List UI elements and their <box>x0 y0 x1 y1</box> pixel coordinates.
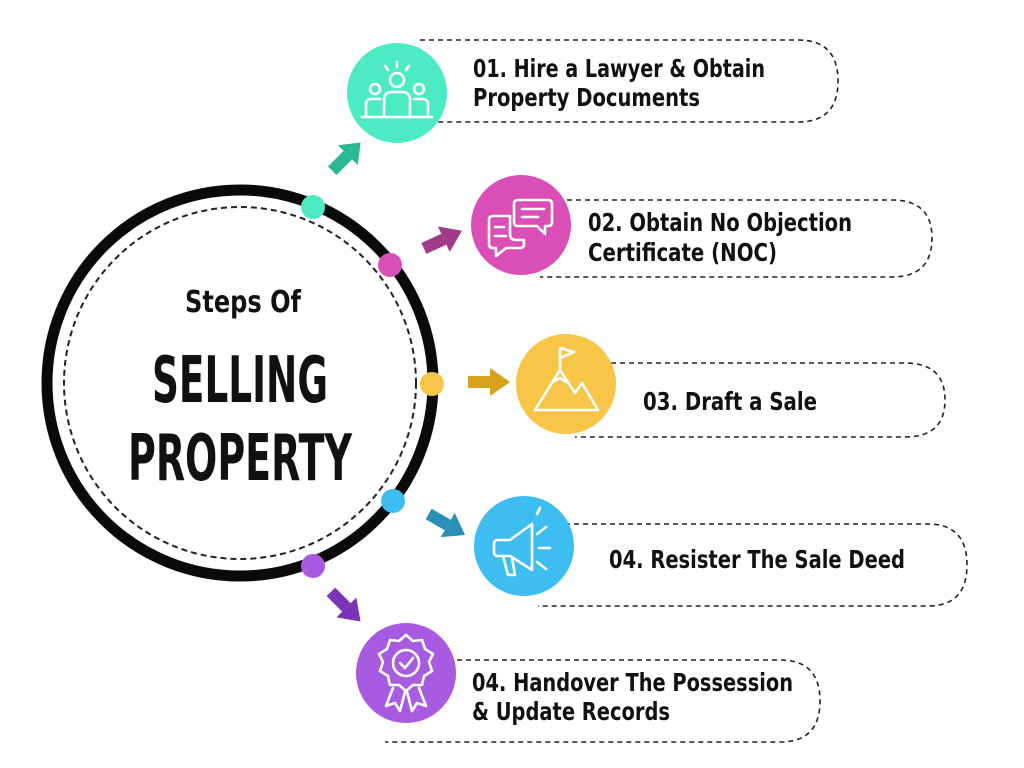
step-5-icon-circle <box>356 623 456 723</box>
ring-dot-5 <box>301 554 325 578</box>
step-5-label-line2: & Update Records <box>472 697 670 726</box>
step-1-box <box>420 39 839 123</box>
step-4-label: 04. Resister The Sale Deed <box>609 545 905 574</box>
center-title-line1: SELLING <box>152 344 328 418</box>
award-badge-icon <box>377 633 435 713</box>
step-2-label-line2: Certificate (NOC) <box>588 238 777 267</box>
step-2-label-line1: 02. Obtain No Objection <box>588 208 852 237</box>
step-5-box <box>385 659 821 743</box>
step-3: 03. Draft a Sale <box>516 334 946 438</box>
step-1-label-line2: Property Documents <box>473 83 700 112</box>
step-1-label-line1: 01. Hire a Lawyer & Obtain <box>473 54 765 83</box>
step-3-label: 03. Draft a Sale <box>643 387 817 416</box>
ring-dot-2 <box>378 253 402 277</box>
step-4: 04. Resister The Sale Deed <box>474 496 968 607</box>
mountain-flag-icon <box>533 346 600 412</box>
ring-dot-1 <box>301 195 325 219</box>
step-3-box <box>575 362 946 438</box>
arrow-2 <box>421 226 462 254</box>
arrow-4 <box>425 508 466 538</box>
ring-dot-4 <box>381 489 405 513</box>
step-5-label-line1: 04. Handover The Possession <box>472 668 793 697</box>
center-title-line2: PROPERTY <box>128 422 352 496</box>
chat-bubbles-icon <box>487 198 554 258</box>
step-4-icon-circle <box>474 496 574 596</box>
arrow-5 <box>326 587 361 622</box>
step-5: 04. Handover The Possession & Update Rec… <box>356 623 821 743</box>
arrow-3 <box>468 368 510 396</box>
ring-dot-3 <box>420 372 444 396</box>
team-icon <box>360 60 434 119</box>
step-2: 02. Obtain No Objection Certificate (NOC… <box>471 175 933 278</box>
step-2-box <box>540 199 933 278</box>
step-1: 01. Hire a Lawyer & Obtain Property Docu… <box>347 39 839 143</box>
center-ring-dashed <box>63 206 417 560</box>
arrow-1 <box>328 142 361 175</box>
megaphone-icon <box>492 506 552 577</box>
step-4-box <box>538 523 968 607</box>
center-title-small: Steps Of <box>185 285 302 320</box>
